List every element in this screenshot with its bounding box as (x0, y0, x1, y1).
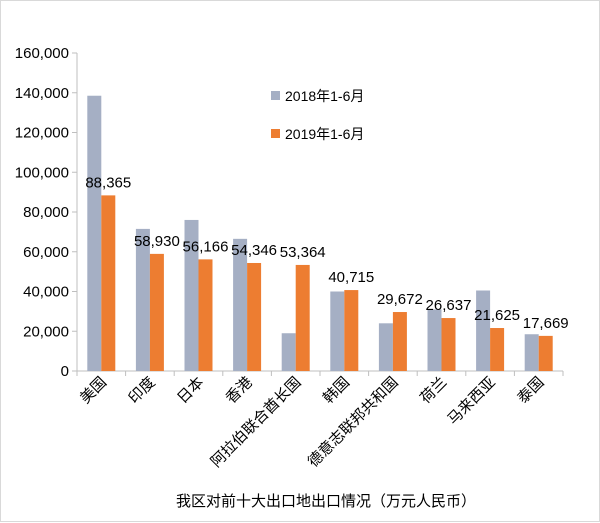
bar-2019 (295, 264, 310, 371)
y-tick-label: 160,000 (15, 45, 69, 62)
bar-2019 (149, 253, 164, 371)
x-category-label: 德意志联邦共和国 (304, 373, 402, 471)
y-tick-label: 120,000 (15, 125, 69, 142)
data-label: 53,364 (280, 244, 326, 261)
data-label: 21,625 (474, 307, 520, 324)
bar-2018 (281, 333, 296, 371)
x-category-label: 阿拉伯联合酋长国 (207, 373, 305, 471)
x-category-label: 印度 (125, 373, 159, 407)
data-labels: 88,365 58,930 56,166 54,346 53,36440,71529,6… (85, 174, 568, 332)
bar-2019 (392, 312, 407, 371)
x-category-label: 香港 (222, 373, 256, 407)
legend-swatch-2019 (271, 129, 280, 138)
y-tick-label: 100,000 (15, 164, 69, 181)
bar-2018 (184, 219, 199, 371)
bar-2019 (344, 290, 359, 371)
y-tick-label: 0 (61, 363, 69, 380)
y-tick-label: 20,000 (23, 323, 69, 340)
legend-label-2018: 2018年1-6月 (285, 88, 364, 104)
bar-2018 (476, 290, 491, 371)
x-category-label: 韩国 (319, 373, 353, 407)
x-category-label: 日本 (173, 373, 207, 407)
y-tick-label: 140,000 (15, 85, 69, 102)
data-label: 29,672 (377, 291, 423, 308)
legend-swatch-2018 (271, 91, 280, 100)
y-axis: 0 20,000 40,000 60,000 80,000 100,000 120,000 1… (15, 45, 78, 380)
chart-title: 我区对前十大出口地出口情况（万元人民币） (176, 492, 476, 510)
data-label: 26,637 (426, 297, 472, 314)
bar-2018 (524, 334, 539, 371)
bar-2019 (538, 335, 553, 371)
bars (87, 95, 553, 371)
data-label: 88,365 (85, 174, 131, 191)
y-tick-label: 40,000 (23, 284, 69, 301)
bar-2019 (101, 195, 116, 371)
x-category-label: 荷兰 (416, 373, 450, 407)
data-label: 17,669 (523, 315, 569, 332)
x-category-label: 马来西亚 (444, 373, 499, 428)
data-label: 56,166 (183, 238, 229, 255)
bar-2018 (135, 228, 150, 371)
bar-2019 (247, 262, 262, 371)
bar-2018 (233, 238, 248, 371)
bar-2019 (490, 328, 505, 371)
legend-label-2019: 2019年1-6月 (285, 126, 364, 142)
bar-2019 (441, 318, 456, 371)
bar-2018 (427, 309, 442, 371)
bar-2018 (87, 95, 102, 371)
legend: 2018年1-6月 2019年1-6月 (271, 88, 364, 142)
y-tick-label: 60,000 (23, 244, 69, 261)
bar-2019 (198, 259, 213, 371)
data-label: 40,715 (328, 269, 374, 286)
bar-2018 (378, 323, 393, 371)
x-category-label: 泰国 (514, 373, 548, 407)
y-tick-label: 80,000 (23, 204, 69, 221)
x-category-label: 美国 (76, 373, 110, 407)
bar-2018 (330, 291, 345, 371)
data-label: 58,930 (134, 233, 180, 250)
data-label: 54,346 (231, 242, 277, 259)
